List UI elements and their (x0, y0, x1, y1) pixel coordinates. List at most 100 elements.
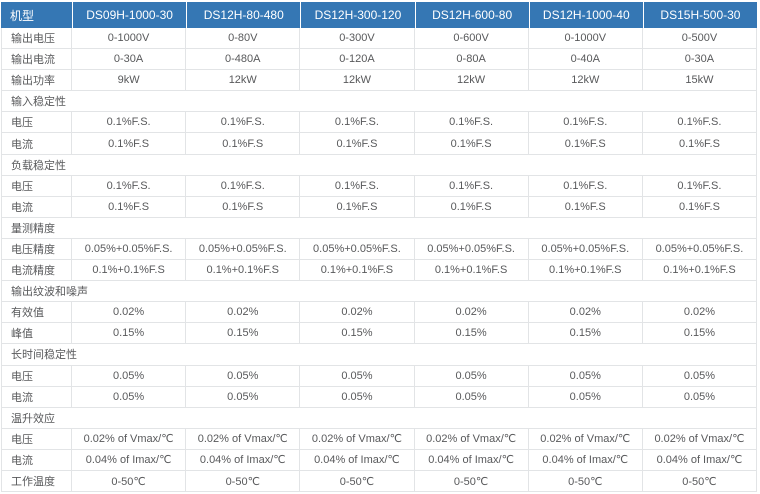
column-header-model: DS15H-500-30 (642, 2, 758, 28)
column-header-model: DS12H-300-120 (300, 2, 415, 28)
value-cell: 0.05% (72, 386, 187, 407)
value-cell: 0.04% of Imax/℃ (529, 449, 643, 470)
table-row: 电压 0.05% 0.05% 0.05% 0.05% 0.05% 0.05% (2, 365, 756, 387)
value-cell: 0.1%F.S (678, 200, 720, 213)
value-cell: 0.05%+0.05%F.S. (415, 238, 529, 260)
value-cell: 0.02% (683, 306, 716, 319)
value-cell: 0.04% of Imax/℃ (415, 449, 529, 470)
value-cell: 0.1%F.S. (186, 112, 301, 133)
row-label: 电压 (2, 175, 72, 196)
row-label: 电压 (2, 112, 72, 133)
value-cell: 0-1000V (529, 28, 643, 49)
value-cell: 0.04% of Imax/℃ (72, 449, 187, 470)
value-cell: 0.15% (72, 323, 187, 344)
value-cell: 0.1%+0.1%F.S (415, 260, 529, 281)
table-row: 电流 0.05% 0.05% 0.05% 0.05% 0.05% 0.05% (2, 386, 756, 408)
table-row: 电压精度 0.05%+0.05%F.S. 0.05%+0.05%F.S. 0.05%+… (2, 238, 756, 261)
value-cell: 0-300V (300, 28, 415, 49)
value-cell: 0-500V (681, 32, 718, 45)
section-label: 负载稳定性 (11, 159, 66, 172)
value-cell: 12kW (300, 70, 415, 91)
value-cell: 0.02% (529, 302, 643, 323)
value-cell: 0.02% (72, 302, 187, 323)
value-cell: 0.1%F.S. (415, 175, 529, 196)
value-cell: 0.1%F.S. (300, 175, 415, 196)
row-label: 电压 (2, 365, 72, 386)
value-cell: 0-480A (186, 49, 301, 70)
row-label: 电压精度 (2, 238, 72, 260)
value-cell: 0.02% of Vmax/℃ (186, 428, 301, 449)
value-cell: 0.1%F.S. (186, 175, 301, 196)
value-cell: 0-50℃ (300, 470, 415, 492)
value-cell: 0.05% (186, 365, 301, 386)
section-label: 长时间稳定性 (11, 349, 77, 362)
value-cell: 0.1%F.S. (300, 112, 415, 133)
value-cell: 0.1%+0.1%F.S (186, 260, 301, 281)
value-cell: 0-120A (300, 49, 415, 70)
value-cell: 0.1%F.S (678, 137, 720, 150)
value-cell: 15kW (685, 74, 714, 87)
value-cell: 0.04% of Imax/℃ (656, 454, 743, 467)
table-header-row: 机型 DS09H-1000-30 DS12H-80-480 DS12H-300-12… (1, 2, 758, 28)
value-cell: 0.02% of Vmax/℃ (529, 428, 643, 449)
table-row: 电压 0.1%F.S. 0.1%F.S. 0.1%F.S. 0.1%F.S. 0.1%F.… (2, 112, 756, 134)
value-cell: 0-30A (684, 53, 715, 66)
value-cell: 0.02% (415, 302, 529, 323)
value-cell: 0.1%F.S (300, 196, 415, 217)
row-label: 电流 (2, 196, 72, 217)
value-cell: 0.1%+0.1%F.S (663, 264, 736, 277)
column-header-model: DS12H-1000-40 (528, 2, 643, 28)
row-label: 输出功率 (2, 70, 72, 91)
value-cell: 0-50℃ (415, 470, 529, 492)
value-cell: 0-50℃ (72, 470, 187, 492)
value-cell: 0.04% of Imax/℃ (186, 449, 301, 470)
row-label: 有效值 (2, 302, 72, 323)
section-label: 量测精度 (11, 222, 55, 235)
value-cell: 0.1%F.S. (72, 112, 187, 133)
value-cell: 0.04% of Imax/℃ (300, 449, 415, 470)
value-cell: 0.05% (300, 365, 415, 386)
value-cell: 0-50℃ (682, 475, 717, 488)
value-cell: 0.02% of Vmax/℃ (415, 428, 529, 449)
section-row: 温升效应 (2, 408, 756, 429)
value-cell: 0.1%F.S. (415, 112, 529, 133)
column-header-model: DS12H-600-80 (414, 2, 529, 28)
value-cell: 0.1%F.S (72, 196, 187, 217)
value-cell: 0.15% (186, 323, 301, 344)
column-header-model: DS09H-1000-30 (72, 2, 187, 28)
section-row: 长时间稳定性 (2, 344, 756, 366)
value-cell: 0-50℃ (529, 470, 643, 492)
table-row: 电流 0.04% of Imax/℃ 0.04% of Imax/℃ 0.04% of… (2, 449, 756, 471)
value-cell: 0-80V (186, 28, 301, 49)
value-cell: 0.05% (415, 365, 529, 386)
value-cell: 0.05%+0.05%F.S. (186, 238, 301, 260)
value-cell: 0.05% (529, 365, 643, 386)
value-cell: 0-40A (529, 49, 643, 70)
value-cell: 0.05% (683, 369, 716, 382)
value-cell: 0.05% (300, 386, 415, 407)
value-cell: 12kW (186, 70, 301, 91)
value-cell: 0.1%F.S. (72, 175, 187, 196)
value-cell: 0.05%+0.05%F.S. (72, 238, 187, 260)
value-cell: 0.05% (683, 390, 716, 403)
section-label: 输出纹波和噪声 (11, 286, 88, 299)
value-cell: 0-80A (415, 49, 529, 70)
table-row: 峰值 0.15% 0.15% 0.15% 0.15% 0.15% 0.15% (2, 323, 756, 345)
value-cell: 0.02% (186, 302, 301, 323)
column-header-model: DS12H-80-480 (186, 2, 301, 28)
table-row: 输出电压 0-1000V 0-80V 0-300V 0-600V 0-1000V 0-500… (2, 28, 756, 50)
row-label: 峰值 (2, 323, 72, 344)
table-row: 有效值 0.02% 0.02% 0.02% 0.02% 0.02% 0.02% (2, 302, 756, 324)
value-cell: 0.15% (683, 327, 716, 340)
table-row: 电流精度 0.1%+0.1%F.S 0.1%+0.1%F.S 0.1%+0.1%F.S… (2, 260, 756, 282)
section-label: 温升效应 (11, 412, 55, 425)
row-label: 电流 (2, 133, 72, 154)
value-cell: 0.1%F.S (300, 133, 415, 154)
value-cell: 0.05%+0.05%F.S. (529, 238, 643, 260)
row-label: 电流 (2, 386, 72, 407)
value-cell: 0-50℃ (186, 470, 301, 492)
value-cell: 0.1%+0.1%F.S (300, 260, 415, 281)
row-label: 电流精度 (2, 260, 72, 281)
value-cell: 0.1%+0.1%F.S (529, 260, 643, 281)
